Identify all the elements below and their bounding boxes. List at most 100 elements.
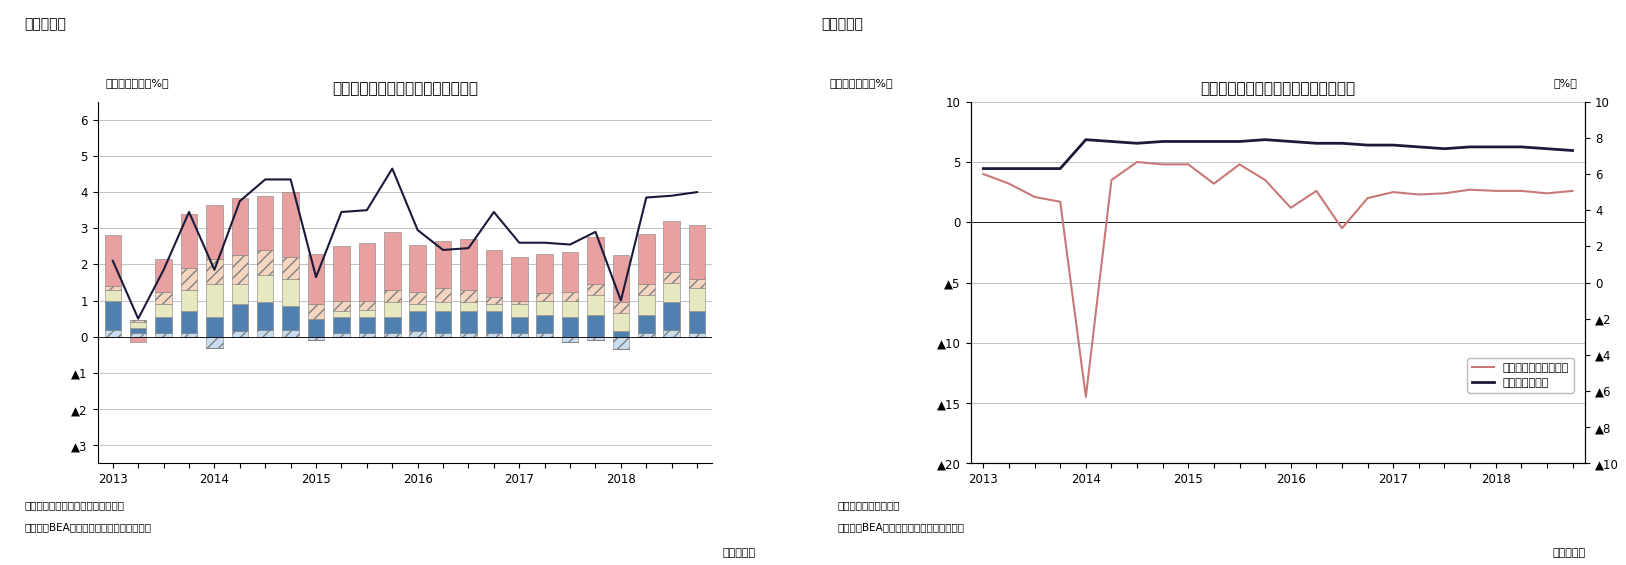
Bar <box>359 317 376 333</box>
Bar <box>410 331 426 337</box>
Bar <box>359 310 376 317</box>
Bar <box>180 268 197 290</box>
Bar <box>563 301 579 317</box>
Bar <box>486 250 502 297</box>
Bar <box>410 311 426 331</box>
Bar <box>511 304 527 317</box>
Bar <box>156 304 172 317</box>
Bar <box>130 322 146 328</box>
Bar <box>130 328 146 333</box>
Bar <box>283 306 299 329</box>
Bar <box>257 329 273 337</box>
Bar <box>537 254 553 293</box>
Text: （資料）BEAよりニッセイ基礎研究所作成: （資料）BEAよりニッセイ基礎研究所作成 <box>24 523 151 533</box>
Bar <box>663 272 680 282</box>
Bar <box>384 302 400 317</box>
Bar <box>231 255 249 284</box>
Bar <box>333 301 350 311</box>
Bar <box>613 255 629 302</box>
Bar <box>613 337 629 349</box>
Bar <box>231 304 249 331</box>
Bar <box>563 317 579 337</box>
Bar <box>511 317 527 333</box>
Bar <box>231 198 249 255</box>
Bar <box>257 275 273 302</box>
Bar <box>537 293 553 301</box>
Text: （前期比年率、%）: （前期比年率、%） <box>829 77 893 88</box>
Bar <box>587 337 603 340</box>
Bar <box>689 279 706 288</box>
Bar <box>537 301 553 315</box>
Bar <box>104 301 120 329</box>
Bar <box>689 333 706 337</box>
Bar <box>156 259 172 292</box>
Bar <box>434 311 452 333</box>
Bar <box>613 313 629 331</box>
Bar <box>359 333 376 337</box>
Bar <box>563 337 579 342</box>
Bar <box>130 333 146 337</box>
Bar <box>104 286 120 290</box>
Bar <box>333 246 350 301</box>
Text: （前期比年率、%）: （前期比年率、%） <box>106 77 169 88</box>
Bar <box>156 292 172 304</box>
Bar <box>307 337 324 340</box>
Bar <box>434 241 452 288</box>
Bar <box>434 333 452 337</box>
Bar <box>283 257 299 279</box>
Bar <box>587 315 603 337</box>
Bar <box>130 320 146 322</box>
Bar <box>460 302 476 311</box>
Bar <box>384 290 400 302</box>
Text: （四半期）: （四半期） <box>1553 548 1585 558</box>
Bar <box>663 329 680 337</box>
Bar <box>511 333 527 337</box>
Bar <box>207 337 223 347</box>
Bar <box>460 239 476 290</box>
Bar <box>104 329 120 337</box>
Bar <box>613 331 629 337</box>
Bar <box>359 301 376 310</box>
Bar <box>663 221 680 272</box>
Bar <box>104 290 120 301</box>
Bar <box>460 333 476 337</box>
Bar <box>180 311 197 333</box>
Bar <box>156 317 172 333</box>
Bar <box>156 333 172 337</box>
Text: （図表４）: （図表４） <box>821 17 863 31</box>
Bar <box>637 333 655 337</box>
Bar <box>689 311 706 333</box>
Bar <box>307 304 324 319</box>
Text: （注）季節調整済系列の前期比年率: （注）季節調整済系列の前期比年率 <box>24 500 125 510</box>
Bar <box>384 317 400 333</box>
Text: （四半期）: （四半期） <box>724 548 756 558</box>
Bar <box>486 304 502 311</box>
Bar <box>257 250 273 275</box>
Bar <box>486 297 502 304</box>
Bar <box>434 288 452 302</box>
Bar <box>307 254 324 304</box>
Bar <box>307 319 324 337</box>
Bar <box>333 311 350 317</box>
Text: （資料）BEAよりニッセイ基礎研究所作成: （資料）BEAよりニッセイ基礎研究所作成 <box>837 523 964 533</box>
Bar <box>359 243 376 301</box>
Bar <box>410 304 426 311</box>
Bar <box>537 315 553 333</box>
Bar <box>637 295 655 315</box>
Title: 米国の実質個人消費支出（寄与度）: 米国の実質個人消費支出（寄与度） <box>332 81 478 97</box>
Bar <box>587 237 603 284</box>
Bar <box>333 333 350 337</box>
Bar <box>486 311 502 333</box>
Legend: 実質可処分所得伸び率, 貯蓄率（右軸）: 実質可処分所得伸び率, 貯蓄率（右軸） <box>1467 358 1574 393</box>
Bar <box>663 282 680 302</box>
Bar <box>511 301 527 304</box>
Bar <box>637 315 655 333</box>
Bar <box>180 290 197 311</box>
Bar <box>283 329 299 337</box>
Text: （注）季節調整済系列: （注）季節調整済系列 <box>837 500 899 510</box>
Bar <box>587 295 603 315</box>
Bar <box>563 252 579 292</box>
Text: （%）: （%） <box>1553 77 1577 88</box>
Bar <box>283 279 299 306</box>
Bar <box>104 236 120 286</box>
